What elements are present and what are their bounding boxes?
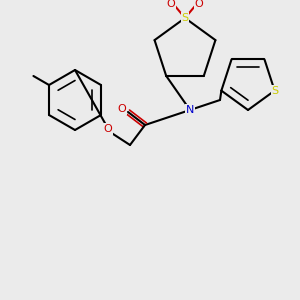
Text: O: O — [195, 0, 203, 9]
Text: O: O — [167, 0, 176, 9]
Text: N: N — [186, 105, 194, 115]
Text: S: S — [271, 86, 278, 96]
Text: O: O — [118, 104, 126, 114]
Text: S: S — [182, 13, 189, 23]
Text: O: O — [103, 124, 112, 134]
